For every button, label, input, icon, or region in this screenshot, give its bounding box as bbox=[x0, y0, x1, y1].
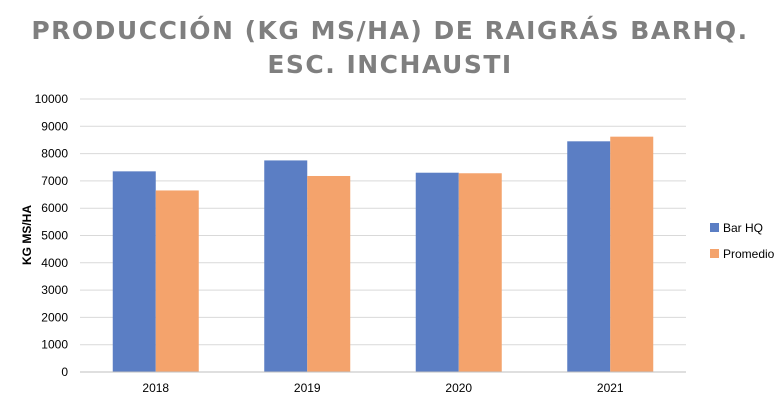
bar-promedio-2019 bbox=[307, 175, 351, 372]
chart-title-line-2: ESC. INCHAUSTI bbox=[267, 50, 513, 79]
legend-label-bar-hq: Bar HQ bbox=[723, 221, 763, 235]
y-axis-label: KG MS/HA bbox=[20, 205, 34, 265]
legend-swatch-bar-hq bbox=[710, 223, 719, 232]
y-tick-label-4: 4000 bbox=[41, 256, 68, 270]
bar-promedio-2021 bbox=[610, 136, 654, 372]
y-tick-label-7: 7000 bbox=[41, 174, 68, 188]
bar-bar-hq-2019 bbox=[264, 160, 308, 372]
y-tick-label-5: 5000 bbox=[41, 229, 68, 243]
legend-label-promedio: Promedio bbox=[723, 247, 775, 261]
bar-promedio-2020 bbox=[458, 173, 502, 372]
y-tick-label-0: 0 bbox=[61, 365, 68, 379]
y-tick-label-10: 10000 bbox=[35, 92, 69, 106]
y-tick-label-3: 3000 bbox=[41, 283, 68, 297]
y-tick-label-2: 2000 bbox=[41, 310, 68, 324]
chart-title-line-1: PRODUCCIÓN (KG MS/HA) DE RAIGRÁS BARHQ. bbox=[31, 16, 749, 45]
y-tick-label-9: 9000 bbox=[41, 119, 68, 133]
bar-promedio-2018 bbox=[155, 190, 199, 372]
x-tick-label-0: 2018 bbox=[142, 381, 169, 395]
bar-bar-hq-2020 bbox=[415, 172, 459, 372]
y-tick-label-8: 8000 bbox=[41, 147, 68, 161]
chart-title: PRODUCCIÓN (KG MS/HA) DE RAIGRÁS BARHQ. … bbox=[0, 14, 780, 82]
x-tick-label-3: 2021 bbox=[597, 381, 624, 395]
y-tick-label-1: 1000 bbox=[41, 338, 68, 352]
y-tick-label-6: 6000 bbox=[41, 201, 68, 215]
bar-bar-hq-2018 bbox=[112, 171, 156, 372]
legend-swatch-promedio bbox=[710, 249, 719, 258]
bar-bar-hq-2021 bbox=[567, 141, 611, 372]
x-tick-label-2: 2020 bbox=[445, 381, 472, 395]
x-tick-label-1: 2019 bbox=[294, 381, 321, 395]
